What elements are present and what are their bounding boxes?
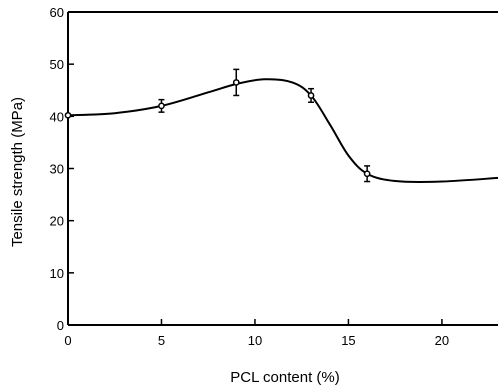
x-tick-label: 10 — [248, 333, 262, 348]
y-axis-label: Tensile strength (MPa) — [9, 97, 26, 247]
y-tick-label: 20 — [50, 214, 64, 229]
x-tick-label: 20 — [435, 333, 449, 348]
y-tick-label: 60 — [50, 5, 64, 20]
y-axis: 0 10 20 30 40 50 60 — [50, 5, 74, 333]
data-point — [232, 79, 240, 86]
data-point — [363, 170, 371, 178]
data-point — [64, 111, 72, 119]
y-tick-label: 30 — [50, 162, 64, 177]
y-tick-label: 10 — [50, 266, 64, 281]
x-tick-label: 15 — [341, 333, 355, 348]
series-line — [67, 78, 499, 183]
data-point — [307, 92, 315, 99]
y-tick-label: 40 — [50, 109, 64, 124]
x-axis: 0 5 10 15 20 — [64, 319, 449, 348]
x-axis-label: PCL content (%) — [230, 369, 340, 386]
y-tick-label: 0 — [57, 318, 64, 333]
x-tick-label: 5 — [158, 333, 165, 348]
plot-frame — [67, 11, 498, 326]
data-point — [158, 102, 165, 110]
y-tick-label: 50 — [50, 57, 64, 72]
x-tick-label: 0 — [64, 333, 71, 348]
series-layer — [64, 68, 499, 183]
